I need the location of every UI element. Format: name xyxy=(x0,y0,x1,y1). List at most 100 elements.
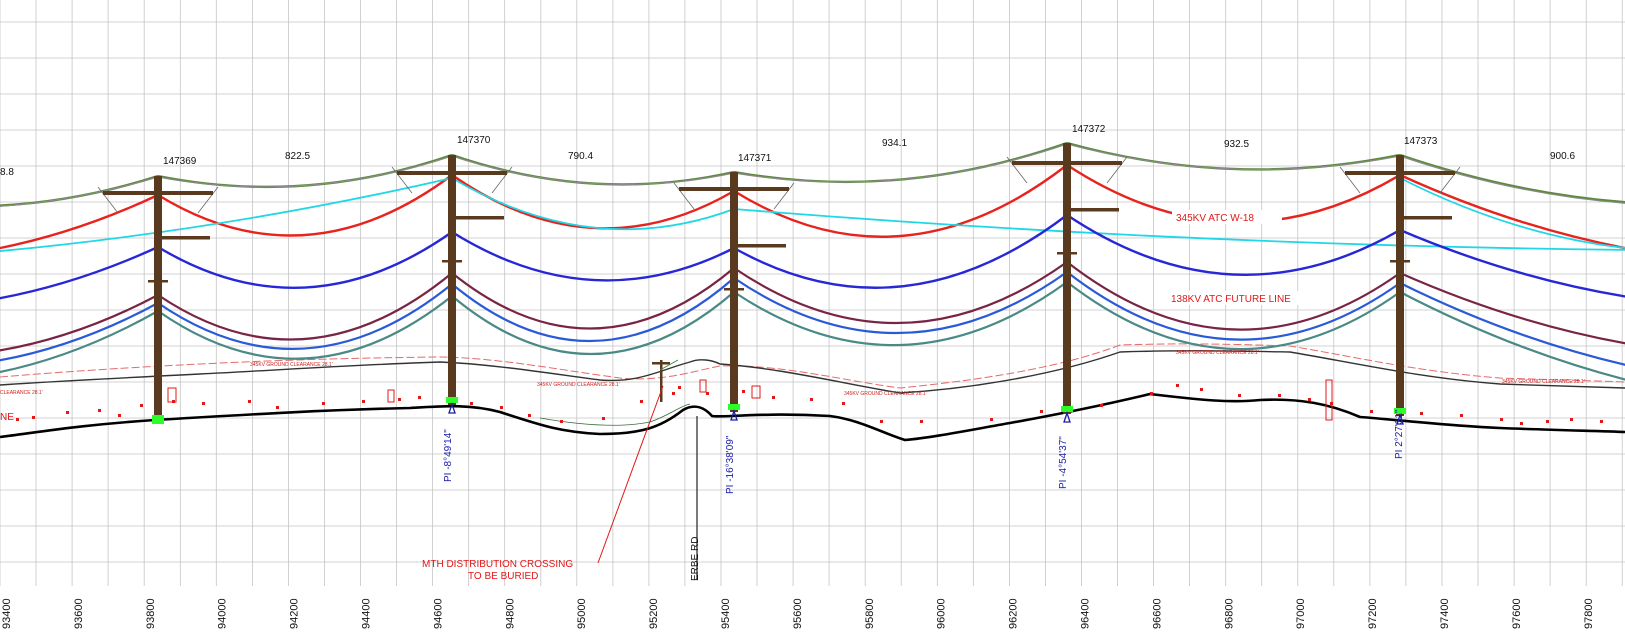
obstacle-marker xyxy=(322,402,325,405)
obstacle-marker xyxy=(772,396,775,399)
obstacle-marker xyxy=(1200,388,1203,391)
span-length-label: 900.6 xyxy=(1550,151,1575,162)
station-tick-label: 93600 xyxy=(73,598,85,629)
distribution-pole xyxy=(660,360,663,402)
station-tick-label: 95600 xyxy=(792,598,804,629)
span-length-label: 822.5 xyxy=(285,151,310,162)
structure-number: 147371 xyxy=(738,153,772,164)
pi-angle-label: PI -16°38'09" xyxy=(725,435,736,494)
davit-arm xyxy=(1067,208,1119,212)
station-tick-label: 96400 xyxy=(1080,598,1092,629)
station-tick-label: 96200 xyxy=(1008,598,1020,629)
station-tick-label: 94600 xyxy=(432,598,444,629)
obstacle-marker xyxy=(1570,418,1573,421)
distribution-phase-3 xyxy=(1066,281,1401,351)
circuit-label-345kv: 345KV ATC W-18 xyxy=(1176,213,1254,224)
obstacle-marker xyxy=(672,392,675,395)
ground-clearance-note: 345KV GROUND CLEARANCE 28.1' xyxy=(537,382,620,388)
transmission-pole xyxy=(1006,143,1128,423)
obstacle-marker xyxy=(470,402,473,405)
distribution-arm xyxy=(724,288,744,291)
phase-138kv xyxy=(733,214,1068,289)
station-tick-label: 97000 xyxy=(1295,598,1307,629)
station-tick-label: 95800 xyxy=(864,598,876,629)
obstacle-box xyxy=(167,387,177,403)
obstacle-marker xyxy=(990,418,993,421)
transmission-pole xyxy=(673,172,795,421)
station-tick-label: 97600 xyxy=(1511,598,1523,629)
terrain xyxy=(0,343,1625,442)
obstacle-marker xyxy=(118,414,121,417)
ground-clearance-line-dashed xyxy=(0,343,1625,389)
distribution-phase-3 xyxy=(1399,291,1625,381)
phase-138kv xyxy=(157,231,453,289)
obstacle-marker xyxy=(1370,410,1373,413)
obstacle-marker xyxy=(1420,412,1423,415)
grid xyxy=(0,0,1625,586)
pole-base-marker xyxy=(1394,408,1406,414)
pole-base-marker xyxy=(728,404,740,410)
distribution-phase-3 xyxy=(0,310,159,374)
obstacle-marker xyxy=(706,392,709,395)
circuit-label-background xyxy=(1172,210,1282,224)
pole-base-marker xyxy=(1061,406,1073,412)
phase-345kv-companion xyxy=(1399,177,1625,249)
obstacle-marker xyxy=(1040,410,1043,413)
distribution-phase-2 xyxy=(0,302,159,362)
obstacle-marker xyxy=(66,411,69,414)
station-tick-label: 94400 xyxy=(361,598,373,629)
cross-arm xyxy=(103,191,213,195)
transmission-pole xyxy=(391,155,513,414)
obstacle-marker xyxy=(398,398,401,401)
ground-clearance-note: 345KV GROUND CLEARANCE 28.1' xyxy=(1176,350,1259,356)
distribution-pole-arm xyxy=(652,362,670,365)
distribution-phase-1 xyxy=(733,261,1068,325)
davit-arm xyxy=(1400,216,1452,220)
distribution-arm xyxy=(148,280,168,283)
pi-angle-label: PI 2°27'31" xyxy=(1394,409,1405,459)
distribution-phase-3 xyxy=(157,295,453,360)
labels: 8.8 822.5 790.4 934.1 932.5 900.6 147369… xyxy=(0,124,1585,582)
distribution-phase-3 xyxy=(733,281,1068,347)
pole-shaft xyxy=(448,155,456,405)
ground-clearance-note: 345KV GROUND CLEARANCE 28.1' xyxy=(250,362,333,368)
distribution-phase-2 xyxy=(733,271,1068,335)
obstacle-marker xyxy=(32,416,35,419)
station-tick-label: 93800 xyxy=(145,598,157,629)
distribution-phase-1 xyxy=(1399,271,1625,345)
obstacle-marker xyxy=(1546,420,1549,423)
shield-wire-overlay xyxy=(1066,143,1401,171)
shield-wire-overlay xyxy=(0,176,159,207)
pi-delta-symbol xyxy=(730,408,738,421)
phase-345kv xyxy=(733,164,1068,238)
transmission-pole xyxy=(97,176,219,424)
cross-arm xyxy=(397,171,507,175)
obstacle-marker xyxy=(920,420,923,423)
crossing-leader-line xyxy=(597,385,664,564)
distribution-arm xyxy=(1057,252,1077,255)
pi-delta-symbol xyxy=(1396,412,1404,425)
phase-345kv xyxy=(157,174,453,237)
obstacle-marker xyxy=(1308,398,1311,401)
span-length-label: 8.8 xyxy=(0,167,14,178)
transmission-pole xyxy=(1339,155,1461,425)
obstacle-marker xyxy=(560,420,563,423)
shield-wire-overlay xyxy=(733,143,1068,183)
obstacle-marker xyxy=(276,406,279,409)
davit-arm xyxy=(452,216,504,220)
span-length-label: 934.1 xyxy=(882,138,907,149)
obstacle-box xyxy=(699,379,707,393)
phase-138kv xyxy=(0,245,159,300)
station-tick-label: 96800 xyxy=(1223,598,1235,629)
station-tick-label: 96600 xyxy=(1151,598,1163,629)
pi-delta-symbol xyxy=(1063,410,1071,423)
phase-345kv-companion xyxy=(451,177,735,231)
obstacle-marker xyxy=(418,396,421,399)
obstacle-marker xyxy=(16,418,19,421)
distribution-wire xyxy=(659,359,679,371)
phase-345kv xyxy=(0,193,159,250)
phase-345kv-companion xyxy=(733,208,1625,251)
structure-number: 147370 xyxy=(457,135,491,146)
distribution-phase-1 xyxy=(451,267,735,330)
ground-clearance-line-solid xyxy=(0,350,1625,394)
